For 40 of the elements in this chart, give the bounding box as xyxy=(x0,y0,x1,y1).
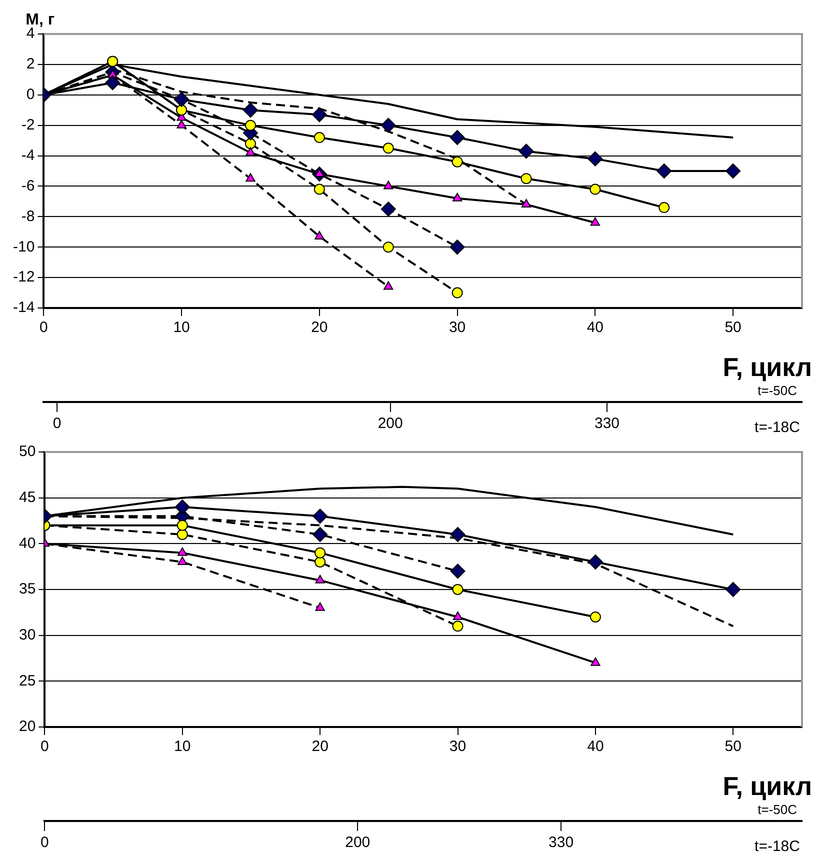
x-tick-label: 50 xyxy=(724,319,742,336)
y-tick-label: -4 xyxy=(21,146,35,164)
y-tick-label: 45 xyxy=(18,488,36,506)
x2-tick-label: 200 xyxy=(345,834,370,852)
x-tick-label: 50 xyxy=(724,738,742,756)
y-tick-label: 35 xyxy=(18,580,36,598)
y-tick-label: -8 xyxy=(21,208,35,225)
x2-axis-title: t=-18C xyxy=(754,838,800,856)
y-tick-label: 2 xyxy=(26,56,35,73)
x-axis-title: F, цикл xyxy=(722,352,812,382)
y-tick-label: -2 xyxy=(21,116,35,134)
y-tick-label: -6 xyxy=(21,177,35,194)
x-axis-title: F, цикл xyxy=(722,771,812,802)
text: t=-50C xyxy=(758,802,797,818)
x-tick-label: 40 xyxy=(587,738,604,756)
x-tick-label: 40 xyxy=(586,319,604,336)
x2-axis-title: t=-18C xyxy=(754,419,800,436)
y-tick-label: -12 xyxy=(12,268,35,286)
y-tick-label: 30 xyxy=(18,626,36,644)
x2-tick-label: 0 xyxy=(52,415,62,432)
x2-tick-label: 330 xyxy=(548,834,574,852)
y-tick-label: 0 xyxy=(26,86,35,104)
x2-tick-label: 330 xyxy=(594,415,620,432)
y-tick-label: -14 xyxy=(12,299,35,316)
y-tick-label: 20 xyxy=(18,718,36,736)
text: t=-50C xyxy=(758,383,797,398)
x-tick-label: 0 xyxy=(40,319,48,336)
y-tick-label: -10 xyxy=(12,238,35,256)
x-tick-label: 10 xyxy=(173,319,190,336)
x-tick-label: 0 xyxy=(40,738,49,756)
x-tick-label: 20 xyxy=(312,738,328,756)
x-tick-label: 30 xyxy=(448,319,466,336)
y-tick-label: 40 xyxy=(18,534,36,552)
y-tick-label: 25 xyxy=(18,672,36,690)
x-tick-label: 20 xyxy=(311,319,328,336)
x2-tick-label: 200 xyxy=(378,415,403,432)
y-tick-label: 50 xyxy=(18,443,36,460)
x-tick-label: 30 xyxy=(449,738,466,756)
x-tick-label: 10 xyxy=(174,738,191,756)
x2-tick-label: 0 xyxy=(40,834,49,852)
